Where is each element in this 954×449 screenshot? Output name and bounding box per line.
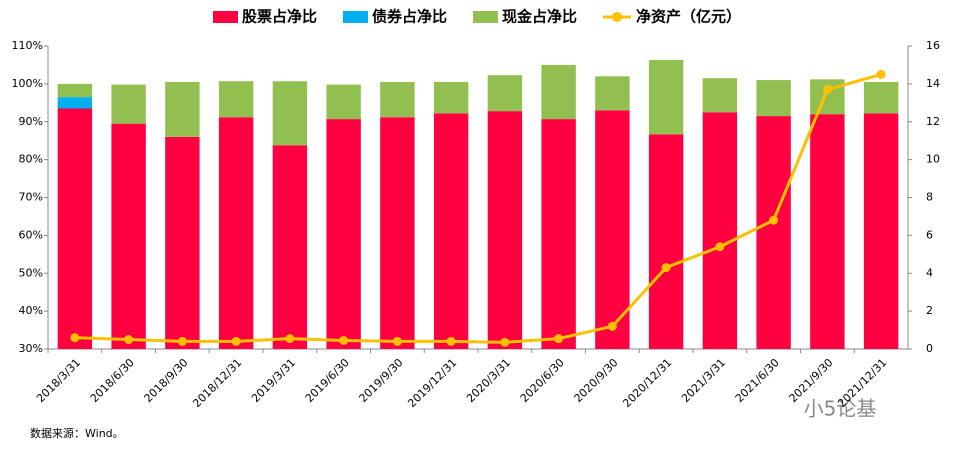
bar-segment <box>380 117 415 349</box>
y2-tick-label: 6 <box>926 228 933 241</box>
legend-label: 净资产（亿元） <box>636 8 741 26</box>
bar-segment <box>57 97 93 109</box>
y2-tick-label: 0 <box>926 342 933 355</box>
x-tick-label: 2019/6/30 <box>303 356 352 405</box>
bar-segment <box>433 113 469 349</box>
y-tick-label: 50% <box>19 266 43 279</box>
bar-segment <box>433 81 469 114</box>
bar-segment <box>648 60 684 135</box>
bar-segment <box>111 123 146 349</box>
x-tick-label: 2019/9/30 <box>357 356 406 405</box>
legend-label: 股票占净比 <box>242 8 317 26</box>
line-point <box>231 336 241 346</box>
y-tick-label: 80% <box>19 153 43 166</box>
y2-tick-label: 8 <box>926 191 933 204</box>
legend-swatch <box>473 11 499 23</box>
x-tick-label: 2020/9/30 <box>572 356 621 405</box>
bar-segment <box>756 116 791 349</box>
line-point <box>661 263 671 273</box>
y-tick-label: 70% <box>19 191 43 204</box>
bar-segment <box>595 110 630 349</box>
x-tick-label: 2018/3/31 <box>34 356 83 405</box>
line-point <box>70 333 80 343</box>
y-tick-label: 30% <box>19 342 43 355</box>
source-note: 数据来源：Wind。 <box>30 426 124 440</box>
x-tick-label: 2018/9/30 <box>142 356 191 405</box>
bar-segment <box>165 136 200 349</box>
line-point <box>554 334 564 344</box>
legend-swatch <box>213 11 238 23</box>
x-tick-label: 2020/12/31 <box>620 356 674 410</box>
y-tick-label: 100% <box>12 77 43 90</box>
line-point <box>177 336 187 346</box>
line-point <box>607 321 617 331</box>
line-point <box>769 215 779 225</box>
bar-segment <box>541 119 576 349</box>
line-point <box>124 335 134 345</box>
legend-label: 债券占净比 <box>372 8 447 26</box>
line-point <box>500 337 510 347</box>
y2-tick-label: 14 <box>926 77 940 90</box>
x-tick-label: 2019/12/31 <box>405 356 459 410</box>
bar-segment <box>57 83 93 98</box>
y-tick-label: 60% <box>19 228 43 241</box>
x-tick-label: 2018/6/30 <box>88 356 137 405</box>
y2-tick-label: 4 <box>926 266 933 279</box>
line-point <box>876 69 886 79</box>
legend-swatch <box>612 12 623 22</box>
bar-segment <box>272 81 308 146</box>
bar-segment <box>810 79 845 115</box>
x-tick-label: 2021/6/30 <box>733 356 782 405</box>
x-tick-label: 2020/6/30 <box>518 356 567 405</box>
y-tick-label: 90% <box>19 115 43 128</box>
line-point <box>285 334 295 344</box>
y2-tick-label: 16 <box>926 39 940 52</box>
bar-segment <box>595 76 630 111</box>
y2-tick-label: 2 <box>926 304 933 317</box>
bar-segment <box>326 119 361 349</box>
x-tick-label: 2018/12/31 <box>190 356 244 410</box>
bar-segment <box>57 108 93 350</box>
bar-segment <box>487 111 523 350</box>
y2-tick-label: 10 <box>926 153 940 166</box>
bar-segment <box>487 75 523 112</box>
line-point <box>822 85 832 95</box>
bar-segment <box>218 81 254 118</box>
bar-segment <box>326 84 361 120</box>
bar-segment <box>165 81 200 137</box>
line-point <box>715 242 725 252</box>
y-tick-label: 110% <box>12 39 43 52</box>
x-tick-label: 2020/3/31 <box>464 356 513 405</box>
y-tick-label: 40% <box>19 304 43 317</box>
x-tick-label: 2021/3/31 <box>679 356 728 405</box>
y2-tick-label: 12 <box>926 115 940 128</box>
bar-segment <box>863 113 899 349</box>
x-tick-label: 2019/3/31 <box>249 356 298 405</box>
bar-segment <box>810 114 845 349</box>
bar-segment <box>218 117 254 349</box>
bar-segment <box>702 78 738 113</box>
bar-segment <box>541 64 576 120</box>
legend-label: 现金占净比 <box>502 8 577 26</box>
watermark: 小5论基 <box>804 397 877 421</box>
line <box>74 72 882 344</box>
legend-swatch <box>343 11 369 23</box>
line-point <box>392 336 402 346</box>
line-point <box>446 336 456 346</box>
line-point <box>339 335 349 345</box>
bar-segment <box>756 80 791 117</box>
bar-segment <box>863 81 899 114</box>
bar-segment <box>380 81 415 118</box>
bar-segment <box>648 134 684 349</box>
bar-segment <box>272 145 308 349</box>
bar-segment <box>702 112 738 349</box>
bar-segment <box>111 84 146 124</box>
